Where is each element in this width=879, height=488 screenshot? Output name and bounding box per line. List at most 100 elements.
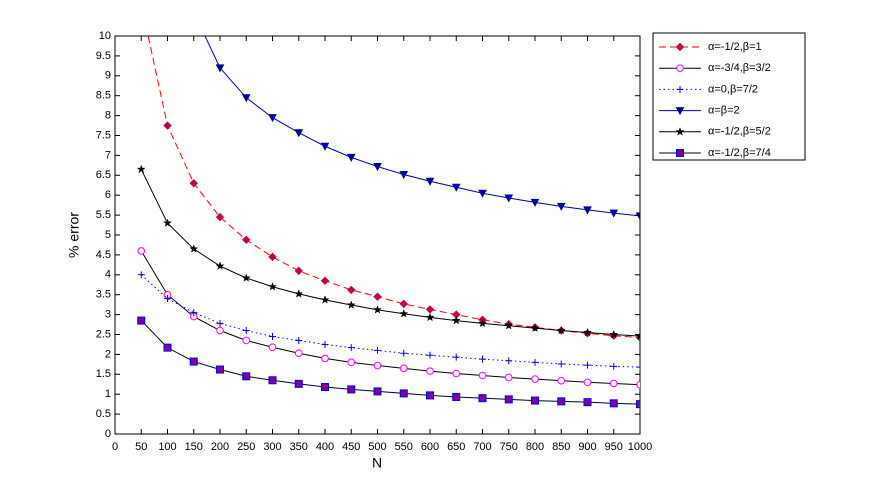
marker [399, 364, 408, 373]
marker [636, 400, 640, 409]
y-axis-label: % error [66, 212, 82, 258]
marker [636, 380, 640, 389]
y-tick-label: 7.5 [96, 129, 111, 141]
marker [347, 358, 356, 367]
x-tick-label: 150 [185, 441, 203, 453]
y-tick-label: 7 [105, 149, 111, 161]
marker [583, 398, 592, 407]
marker [162, 218, 173, 227]
marker [216, 319, 224, 327]
marker [268, 252, 277, 262]
y-tick-label: 2 [105, 348, 111, 360]
x-tick-label: 1000 [628, 441, 652, 453]
marker [530, 198, 540, 207]
marker [189, 244, 199, 253]
marker [426, 367, 434, 375]
y-tick-label: 8 [105, 110, 111, 122]
x-tick-label: 500 [368, 441, 386, 453]
marker [320, 142, 330, 151]
x-tick-label: 400 [316, 441, 334, 453]
legend-marker [675, 42, 685, 52]
marker [163, 343, 172, 352]
marker [241, 273, 251, 282]
marker [504, 194, 514, 203]
legend-label: α=0,β=7/2 [708, 83, 758, 95]
marker [295, 336, 303, 344]
marker [268, 343, 277, 352]
series-line [140, 250, 640, 386]
marker [478, 371, 487, 380]
marker [557, 397, 566, 406]
plot-layer [136, 36, 640, 409]
series-line [140, 169, 640, 337]
y-tick-label: 2.5 [96, 328, 111, 340]
marker [452, 369, 461, 378]
series-line [140, 320, 640, 405]
marker [557, 360, 565, 368]
y-tick-label: 5 [105, 229, 111, 241]
marker [136, 164, 146, 174]
marker [584, 361, 591, 369]
marker [294, 349, 303, 358]
marker [346, 300, 356, 309]
marker [294, 129, 304, 138]
marker [399, 389, 408, 398]
marker [531, 358, 539, 366]
y-tick-label: 6 [105, 189, 111, 201]
marker [505, 357, 513, 365]
x-tick-label: 450 [342, 441, 360, 453]
marker [268, 376, 277, 385]
x-axis-label: N [372, 455, 382, 471]
y-tick-label: 3 [105, 309, 111, 321]
x-tick-label: 850 [552, 441, 570, 453]
marker [242, 372, 251, 381]
marker [399, 309, 409, 318]
y-tick-label: 1 [105, 388, 111, 400]
marker [556, 325, 566, 335]
y-tick-label: 0 [105, 428, 111, 440]
marker [609, 209, 619, 218]
legend-label: α=-1/2,β=7/4 [708, 147, 771, 159]
y-tick-label: 10 [99, 30, 111, 42]
marker [372, 305, 383, 314]
marker [635, 212, 640, 221]
marker [531, 396, 539, 405]
marker [320, 295, 330, 304]
y-tick-label: 6.5 [96, 169, 111, 181]
x-tick-label: 50 [135, 441, 147, 453]
marker [426, 391, 434, 400]
y-tick-label: 9.5 [96, 50, 111, 62]
marker [347, 344, 355, 352]
series-line [147, 36, 640, 339]
marker [557, 376, 566, 385]
marker [321, 383, 329, 392]
marker [426, 351, 434, 359]
marker [479, 355, 486, 363]
x-tick-label: 350 [290, 441, 308, 453]
legend-label: α=-1/2,β=5/2 [708, 126, 771, 138]
x-tick-label: 700 [473, 441, 491, 453]
marker [320, 276, 330, 285]
marker [373, 163, 382, 172]
x-tick-label: 800 [526, 441, 544, 453]
legend-box [652, 32, 806, 161]
x-tick-label: 600 [421, 441, 439, 453]
legend-label: α=-1/2,β=1 [708, 41, 762, 53]
marker [294, 379, 303, 388]
marker [137, 316, 146, 325]
legend-marker [676, 149, 684, 157]
marker [241, 94, 251, 103]
y-tick-label: 4 [105, 269, 111, 281]
marker [399, 299, 408, 309]
marker [478, 394, 487, 403]
marker [504, 320, 514, 330]
marker [531, 375, 539, 383]
marker [269, 332, 276, 340]
x-tick-label: 200 [211, 441, 229, 453]
marker [189, 179, 198, 188]
marker [346, 153, 356, 162]
legend-label: α=β=2 [708, 105, 740, 117]
marker [504, 395, 513, 404]
marker [189, 357, 198, 366]
